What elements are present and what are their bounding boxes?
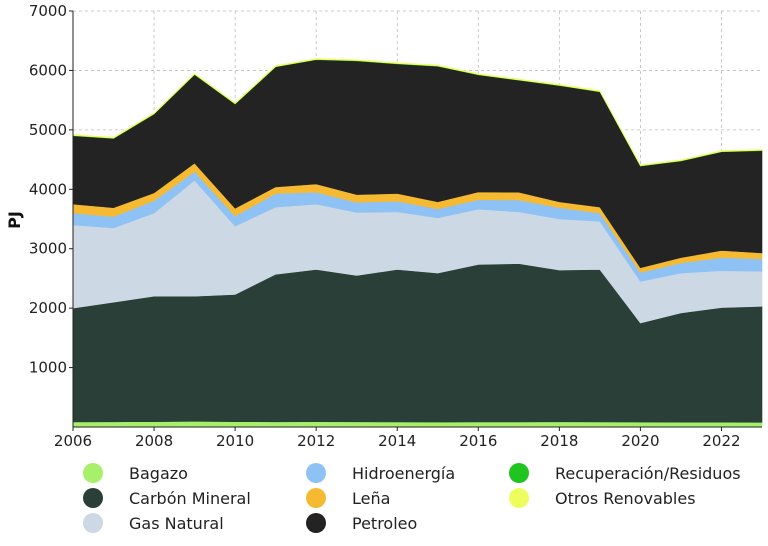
area-series-group [72,58,763,428]
legend-marker [83,488,103,508]
legend-item: Bagazo [83,463,188,483]
y-tick-label: 7000 [29,2,67,20]
y-tick-label: 6000 [29,61,67,79]
x-tick-label: 2022 [702,432,740,450]
legend: Bagazo Carbón Mineral Gas Natural Hidroener… [83,463,741,533]
y-tick-label: 4000 [29,180,67,198]
x-tick-label: 2020 [621,432,659,450]
x-tick-label: 2016 [459,432,497,450]
legend-label: Petroleo [352,514,417,533]
legend-item: Recuperación/Residuos [509,463,741,483]
legend-marker [306,463,326,483]
legend-label: Gas Natural [129,514,224,533]
legend-label: Carbón Mineral [129,489,251,508]
legend-item: Otros Renovables [509,488,696,508]
y-tick-label: 1000 [29,359,67,377]
x-tick-label: 2014 [378,432,416,450]
legend-label: Leña [352,489,390,508]
legend-marker [509,463,529,483]
legend-marker [306,513,326,533]
axes: 1000 2000 3000 4000 5000 6000 7000 2006 2008 2010… [29,2,762,450]
x-tick-label: 2012 [297,432,335,450]
legend-item: Gas Natural [83,513,224,533]
legend-item: Carbón Mineral [83,488,251,508]
legend-marker [83,513,103,533]
legend-item: Hidroenergía [306,463,455,483]
legend-label: Otros Renovables [555,489,696,508]
legend-marker [83,463,103,483]
x-tick-label: 2006 [54,432,92,450]
x-tick-label: 2008 [135,432,173,450]
y-tick-label: 2000 [29,299,67,317]
y-axis-label: PJ [5,211,24,229]
y-tick-label: 5000 [29,121,67,139]
legend-item: Petroleo [306,513,417,533]
y-tick-label: 3000 [29,240,67,258]
x-tick-label: 2010 [216,432,254,450]
legend-label: Recuperación/Residuos [555,464,741,483]
x-tick-label: 2018 [540,432,578,450]
legend-label: Hidroenergía [352,464,455,483]
legend-marker [509,488,529,508]
legend-marker [306,488,326,508]
legend-item: Leña [306,488,390,508]
legend-label: Bagazo [129,464,188,483]
area-otros-renovables [72,58,763,167]
